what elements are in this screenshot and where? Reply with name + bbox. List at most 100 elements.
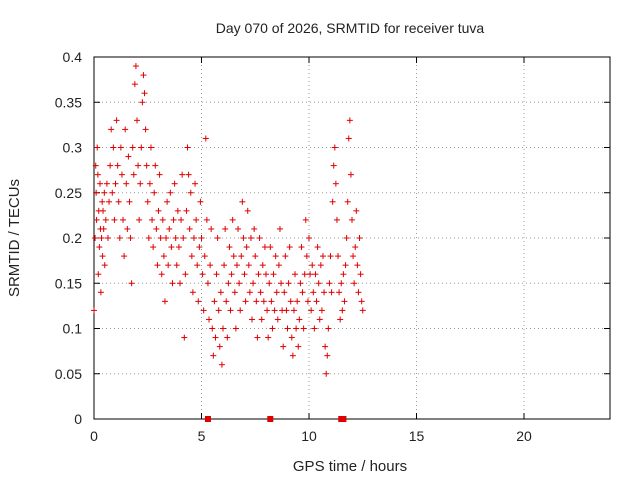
data-point bbox=[111, 216, 118, 223]
data-point bbox=[317, 262, 324, 269]
data-point bbox=[261, 244, 268, 251]
data-point bbox=[337, 316, 344, 323]
data-point bbox=[184, 144, 191, 151]
data-point bbox=[128, 280, 135, 287]
data-point bbox=[300, 325, 307, 332]
y-tick-label: 0.4 bbox=[63, 49, 83, 65]
data-point bbox=[118, 171, 125, 178]
data-point bbox=[296, 316, 303, 323]
data-point bbox=[99, 198, 106, 205]
data-point bbox=[333, 216, 340, 223]
data-point bbox=[97, 289, 104, 296]
data-point bbox=[140, 72, 147, 79]
data-point bbox=[93, 216, 100, 223]
data-point bbox=[189, 289, 196, 296]
data-point bbox=[193, 216, 200, 223]
data-point bbox=[312, 271, 319, 278]
data-point bbox=[92, 235, 99, 241]
data-point bbox=[201, 253, 208, 260]
data-point bbox=[158, 271, 165, 278]
data-point bbox=[293, 325, 300, 332]
data-point bbox=[216, 343, 223, 350]
data-point bbox=[164, 198, 171, 205]
data-point bbox=[132, 63, 139, 70]
data-point bbox=[122, 126, 129, 133]
data-point bbox=[237, 307, 244, 314]
data-point bbox=[150, 244, 157, 251]
data-point bbox=[108, 126, 115, 133]
data-point bbox=[230, 253, 237, 260]
data-point bbox=[231, 289, 238, 296]
data-point bbox=[203, 216, 210, 223]
data-points bbox=[91, 63, 366, 377]
data-point bbox=[123, 180, 130, 187]
x-tick-label: 10 bbox=[301, 428, 317, 444]
data-point bbox=[273, 289, 280, 296]
data-point bbox=[198, 235, 205, 241]
data-point bbox=[282, 253, 289, 260]
data-point bbox=[100, 225, 107, 232]
data-point bbox=[137, 180, 144, 187]
data-point bbox=[98, 235, 105, 241]
data-point bbox=[206, 316, 213, 323]
data-point bbox=[327, 253, 334, 260]
data-point bbox=[136, 216, 143, 223]
data-point bbox=[134, 117, 140, 124]
axis-ticks bbox=[93, 56, 610, 420]
data-point bbox=[101, 189, 108, 196]
x-tick-label: 20 bbox=[516, 428, 532, 444]
data-point bbox=[197, 198, 204, 205]
data-point bbox=[146, 180, 153, 187]
data-point bbox=[347, 171, 354, 178]
data-point bbox=[353, 207, 360, 214]
data-point bbox=[117, 144, 124, 151]
data-point bbox=[278, 280, 285, 287]
data-point bbox=[256, 235, 263, 241]
data-point bbox=[236, 280, 243, 287]
data-point bbox=[188, 253, 195, 260]
data-point bbox=[241, 271, 248, 278]
data-point bbox=[329, 198, 336, 205]
data-point bbox=[104, 235, 111, 241]
data-point bbox=[92, 162, 99, 169]
data-point bbox=[103, 180, 110, 187]
data-point bbox=[202, 135, 209, 142]
data-point bbox=[220, 325, 226, 332]
data-point bbox=[321, 289, 328, 296]
data-point bbox=[316, 316, 323, 323]
data-point bbox=[318, 307, 325, 314]
data-point bbox=[126, 198, 133, 205]
data-point bbox=[313, 298, 320, 305]
data-point bbox=[288, 334, 295, 341]
y-tick-labels: 0 0.05 0.1 0.15 0.2 0.25 0.3 0.35 0.4 bbox=[55, 49, 82, 427]
data-point bbox=[304, 298, 311, 305]
data-point bbox=[325, 325, 332, 332]
data-point bbox=[147, 144, 154, 151]
data-point bbox=[152, 162, 159, 169]
data-point bbox=[101, 262, 108, 269]
data-point bbox=[315, 280, 322, 287]
data-point bbox=[138, 144, 145, 151]
data-point bbox=[302, 216, 309, 223]
data-point bbox=[284, 325, 291, 332]
data-point bbox=[341, 298, 348, 305]
data-point bbox=[239, 198, 246, 205]
data-point bbox=[250, 280, 257, 287]
data-point bbox=[186, 225, 193, 232]
data-point bbox=[336, 289, 343, 296]
data-point bbox=[194, 262, 201, 269]
data-point bbox=[160, 253, 167, 260]
x-tick-label: 15 bbox=[409, 428, 425, 444]
data-point bbox=[215, 307, 222, 314]
data-point bbox=[182, 271, 189, 278]
data-point bbox=[163, 235, 170, 241]
y-tick-label: 0.2 bbox=[63, 230, 83, 246]
data-point bbox=[180, 235, 187, 241]
x-tick-label: 5 bbox=[198, 428, 206, 444]
data-point bbox=[246, 289, 253, 296]
x-axis-label: GPS time / hours bbox=[293, 458, 407, 475]
data-point bbox=[314, 244, 321, 251]
data-point bbox=[258, 316, 265, 323]
data-point bbox=[107, 162, 114, 169]
zero-value-markers bbox=[204, 416, 347, 422]
